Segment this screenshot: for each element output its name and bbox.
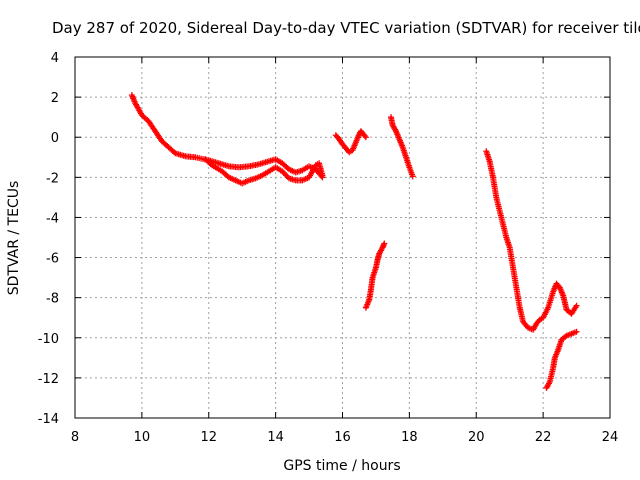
data-point — [409, 173, 416, 180]
y-tick-label: 4 — [51, 51, 59, 66]
data-point — [361, 132, 368, 139]
data-point — [573, 328, 580, 335]
y-tick-label: -12 — [38, 372, 59, 387]
data-series-arc — [543, 328, 580, 391]
data-point — [362, 134, 369, 141]
x-tick-label: 8 — [71, 430, 79, 445]
data-point — [170, 149, 177, 156]
x-tick-label: 22 — [535, 430, 552, 445]
x-tick-label: 12 — [200, 430, 217, 445]
x-tick-label: 10 — [134, 430, 151, 445]
data-point — [319, 172, 326, 179]
y-tick-label: -6 — [46, 252, 59, 267]
data-series-arc — [202, 156, 326, 187]
data-series-arc — [387, 114, 416, 180]
y-tick-label: -2 — [46, 171, 59, 186]
data-point — [381, 240, 388, 247]
y-tick-label: -14 — [38, 412, 59, 427]
x-tick-label: 18 — [401, 430, 418, 445]
data-point — [224, 173, 231, 180]
x-axis-label: GPS time / hours — [283, 458, 400, 474]
data-series-arc — [332, 128, 369, 156]
data-point — [207, 161, 214, 168]
grid — [75, 57, 610, 418]
y-tick-label: 0 — [51, 131, 59, 146]
chart-title: Day 287 of 2020, Sidereal Day-to-day VTE… — [52, 19, 640, 37]
x-tick-label: 24 — [602, 430, 619, 445]
y-tick-label: -8 — [46, 292, 59, 307]
x-tick-label: 20 — [468, 430, 485, 445]
data-series-arc — [362, 240, 388, 311]
data-series-arc — [128, 92, 326, 181]
x-tick-label: 14 — [267, 430, 284, 445]
x-tick-label: 16 — [334, 430, 351, 445]
data-point — [573, 302, 580, 309]
data-points — [128, 92, 580, 391]
y-axis-label: SDTVAR / TECUs — [6, 181, 22, 296]
y-tick-label: 2 — [51, 91, 59, 106]
y-tick-label: -10 — [38, 332, 59, 347]
data-series-arc — [483, 148, 580, 333]
data-point — [284, 165, 291, 172]
y-tick-label: -4 — [46, 211, 59, 226]
